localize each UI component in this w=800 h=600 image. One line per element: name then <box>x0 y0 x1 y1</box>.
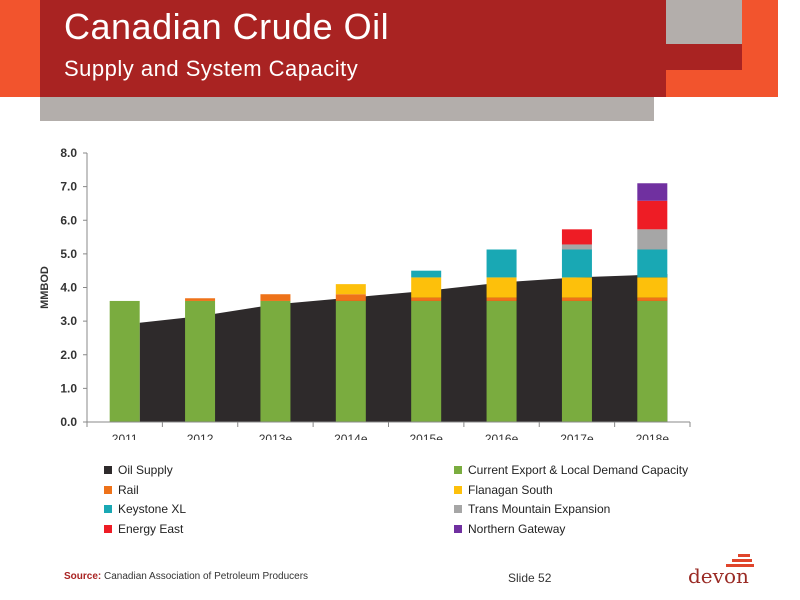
bar-segment <box>486 300 517 422</box>
chart: 0.0 1.0 2.0 3.0 4.0 5.0 6.0 7.0 8.0 2011 2012 2013e… <box>39 146 691 440</box>
bar-segment <box>561 300 592 422</box>
title-bar <box>40 0 666 97</box>
legend-item: Energy East <box>104 522 183 536</box>
legend-item: Trans Mountain Expansion <box>454 502 610 516</box>
source-text: Canadian Association of Petroleum Produc… <box>104 571 309 582</box>
legend-swatch <box>454 524 462 533</box>
legend-swatch <box>454 485 462 494</box>
bar-segment <box>561 244 592 250</box>
bar-segment <box>561 277 592 298</box>
legend-item: Rail <box>104 483 139 497</box>
bar-segment <box>335 300 366 422</box>
y-tick-label: 5.0 <box>60 247 77 261</box>
bar-segment <box>335 284 366 295</box>
x-tick-label: 2015e <box>410 432 444 440</box>
y-tick-label: 6.0 <box>60 213 77 227</box>
bar-segment <box>561 229 592 245</box>
bar-segment <box>637 277 668 298</box>
bar-segment <box>637 249 668 278</box>
bar-segment <box>185 298 216 301</box>
legend-label: Rail <box>118 482 139 497</box>
x-tick-label: 2018e <box>636 432 670 440</box>
logo-bar <box>726 564 754 567</box>
legend-swatch <box>454 466 462 474</box>
header-accent-dark-red <box>654 44 742 70</box>
bar-segment <box>637 183 668 201</box>
legend-label: Keystone XL <box>118 502 187 516</box>
legend-label: Oil Supply <box>118 463 173 477</box>
legend-label: Northern Gateway <box>468 521 566 536</box>
bar-segment <box>486 297 517 301</box>
legend-label: Flanagan South <box>468 482 553 497</box>
bar-segment <box>561 249 592 278</box>
y-tick-label: 0.0 <box>60 415 77 429</box>
bar-segment <box>185 300 216 422</box>
legend-item: Flanagan South <box>454 483 553 497</box>
bar-segment <box>109 300 140 422</box>
legend-swatch <box>104 524 112 533</box>
x-tick-label: 2016e <box>485 432 519 440</box>
header-accent-gray-right <box>666 0 742 44</box>
y-tick-label: 8.0 <box>60 146 77 160</box>
bar-segment <box>411 300 442 422</box>
legend-item: Northern Gateway <box>454 522 565 536</box>
bar-segment <box>411 277 442 298</box>
x-tick-label: 2012 <box>187 432 214 440</box>
x-tick-label: 2017e <box>560 432 594 440</box>
legend-item: Current Export & Local Demand Capacity <box>454 463 688 477</box>
logo-bar <box>732 559 752 562</box>
bar-segment <box>561 297 592 301</box>
bar-segment <box>486 249 517 278</box>
bar-segment <box>637 300 668 422</box>
legend-label: Current Export & Local Demand Capacity <box>468 463 689 477</box>
bar-segment <box>335 294 366 301</box>
source-label: Source: <box>64 571 102 582</box>
legend-swatch <box>454 505 462 513</box>
logo-text: devon <box>688 564 749 588</box>
y-tick-label: 1.0 <box>60 381 77 395</box>
page-title: Canadian Crude Oil <box>64 6 390 47</box>
y-tick-label: 3.0 <box>60 314 77 328</box>
source-note: Source: Canadian Association of Petroleu… <box>64 571 308 582</box>
x-tick-label: 2014e <box>334 432 368 440</box>
bar-segment <box>637 297 668 301</box>
bar-segment <box>486 277 517 298</box>
header-accent-gray-bottom <box>40 97 654 121</box>
x-tick-label: 2013e <box>259 432 293 440</box>
logo-bar <box>738 554 750 557</box>
legend-label: Energy East <box>118 521 184 536</box>
y-axis-label: MMBOD <box>39 266 51 309</box>
bar-segment <box>260 294 291 301</box>
y-tick-label: 7.0 <box>60 180 77 194</box>
y-tick-label: 4.0 <box>60 281 77 295</box>
bar-segment <box>637 200 668 230</box>
header-accent-orange-left <box>0 0 40 97</box>
legend-label: Trans Mountain Expansion <box>468 502 611 516</box>
bar-segment <box>637 229 668 250</box>
legend-item: Keystone XL <box>104 502 186 516</box>
x-tick-label: 2011 <box>112 432 138 440</box>
slide-number: Slide 52 <box>508 571 552 585</box>
legend-swatch <box>104 485 112 494</box>
bar-segment <box>260 300 291 422</box>
bar-segment <box>411 297 442 301</box>
page-subtitle: Supply and System Capacity <box>64 56 359 81</box>
y-tick-label: 2.0 <box>60 348 77 362</box>
legend-item: Oil Supply <box>104 463 173 477</box>
legend-swatch <box>104 505 112 513</box>
bar-segment <box>411 270 442 278</box>
legend-swatch <box>104 466 112 474</box>
devon-logo: devon <box>686 550 766 590</box>
